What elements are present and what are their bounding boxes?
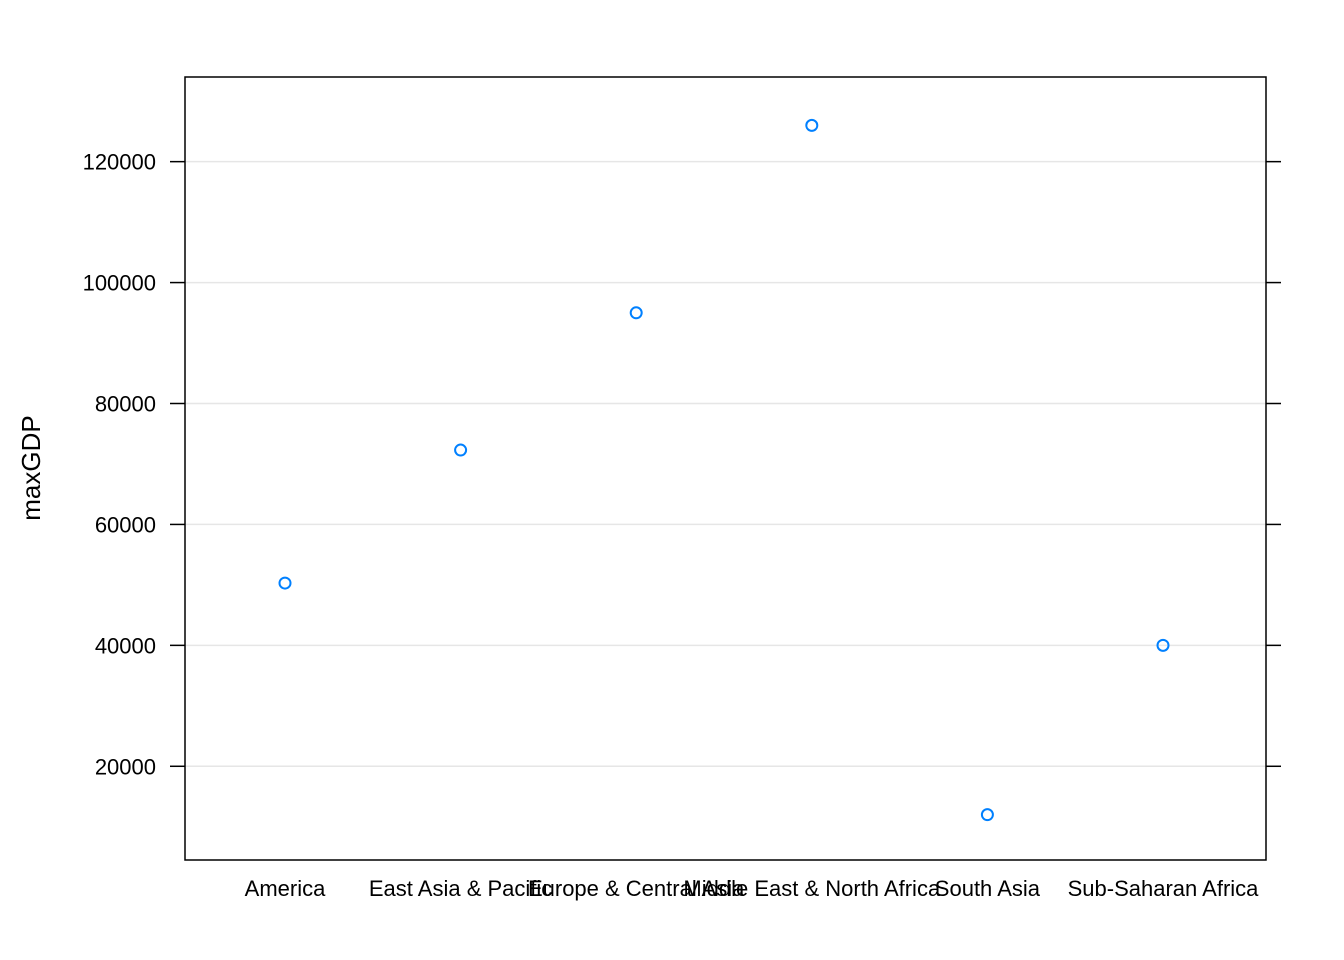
grid-lines xyxy=(185,160,1266,768)
x-tick-label: America xyxy=(245,876,326,901)
y-tick-label: 60000 xyxy=(95,512,156,537)
y-tick-label: 20000 xyxy=(95,754,156,779)
data-point xyxy=(980,808,994,822)
y-axis-label: maxGDP xyxy=(16,415,46,520)
x-tick-label: Europe & Central Asia xyxy=(528,876,745,901)
y-tick-label: 100000 xyxy=(83,271,156,296)
x-tick-label: East Asia & Pacific xyxy=(369,876,552,901)
y-tick-label: 80000 xyxy=(95,392,156,417)
plot-frame xyxy=(184,76,1267,861)
data-point xyxy=(629,306,643,320)
x-tick-label: Sub-Saharan Africa xyxy=(1068,876,1260,901)
x-tick-label: Middle East & North Africa xyxy=(683,876,941,901)
y-axis: 20000 40000 60000 80000 100000 120000 xyxy=(83,150,1281,779)
data-point xyxy=(454,443,468,457)
x-tick-label: South Asia xyxy=(935,876,1041,901)
y-tick-label: 120000 xyxy=(83,150,156,175)
data-point xyxy=(278,576,292,590)
data-point xyxy=(805,118,819,132)
y-tick-label: 40000 xyxy=(95,633,156,658)
data-points xyxy=(278,118,1170,822)
data-point xyxy=(1156,638,1170,652)
